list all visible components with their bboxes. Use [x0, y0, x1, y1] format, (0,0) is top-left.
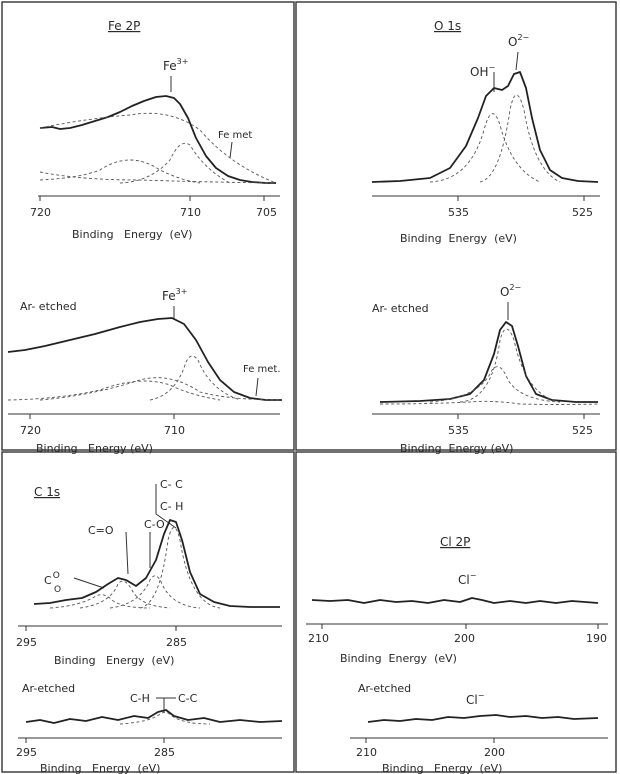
cl2p-ar-etched-label: Ar-etched	[358, 682, 411, 695]
cc-etched-label: C-C	[178, 692, 198, 705]
c1s-tick-label-285: 285	[166, 636, 187, 649]
cl2p-tick-label-200: 200	[454, 632, 475, 645]
o1s-title: O 1s	[434, 19, 461, 33]
o2-label: O2−	[508, 33, 529, 49]
fe2p-tick-label-705: 705	[256, 206, 277, 219]
fe2p-etched-fit-3	[39, 377, 283, 401]
o1s-tick-label-535: 535	[448, 206, 469, 219]
c1s-etched-spectrum	[25, 709, 283, 724]
cl-label: Cl−	[458, 571, 476, 587]
o1s-spectrum	[371, 71, 599, 183]
c1s-etched-tick-label-295: 295	[16, 746, 37, 759]
o1s-etched-fit-1	[459, 328, 561, 403]
c1s-fit-1	[139, 527, 221, 609]
ceo-label: C=O	[88, 524, 114, 537]
cl2p-title: Cl 2P	[440, 535, 470, 549]
o1s-etched-tick-label-535: 535	[448, 424, 469, 437]
c1s-etched-xlabel: Binding Energy (eV)	[40, 762, 160, 774]
fe2p-fit-2	[39, 159, 201, 184]
fe-met-etched-arrow	[255, 377, 259, 397]
cl2p-xlabel: Binding Energy (eV)	[340, 652, 457, 665]
c1s-ar-etched-label: Ar-etched	[22, 682, 75, 695]
cl2p-etched-spectrum	[367, 714, 599, 723]
cc-label: C- C	[160, 478, 183, 491]
cl2p-etched-xlabel: Binding Energy (eV)	[382, 762, 502, 774]
o1s-fit-2	[479, 94, 561, 183]
fe2p-title: Fe 2P	[108, 19, 140, 33]
c1s-fit-2	[109, 575, 201, 609]
o1s-tick-label-525: 525	[572, 206, 593, 219]
fe3-label: Fe3+	[163, 57, 188, 73]
o1s-panel-frame	[295, 1, 617, 451]
fe2p-ar-etched-label: Ar- etched	[20, 300, 77, 313]
ch-etched-label: C-H	[130, 692, 150, 705]
o1s-fit-1	[429, 113, 541, 183]
c1s-fit-3	[79, 580, 171, 609]
fe-met-arrow	[229, 141, 233, 159]
o1s-xlabel: Binding Energy (eV)	[400, 232, 517, 245]
cl2p-tick-label-190: 190	[586, 632, 607, 645]
o1s-etched-fit-2	[429, 366, 561, 403]
o2-etched-label: O2−	[500, 283, 521, 299]
cl2p-tick-label-210: 210	[308, 632, 329, 645]
c1s-spectrum	[33, 519, 280, 608]
c1s-etched-tick-label-285: 285	[154, 746, 175, 759]
ceo-arrow	[125, 531, 129, 575]
o1s-etched-tick-label-525: 525	[572, 424, 593, 437]
fe2p-etched-spectrum	[7, 317, 282, 401]
c1s-fit-4	[49, 594, 151, 609]
fe-met-etched-label: Fe met.	[243, 364, 281, 375]
c1s-title: C 1s	[34, 485, 60, 499]
cc-ch-arrow	[155, 513, 177, 529]
fe2p-xlabel: Binding Energy (eV)	[72, 228, 192, 241]
c1s-xlabel: Binding Energy (eV)	[54, 654, 174, 667]
fe-met-label: Fe met	[218, 130, 252, 141]
fe2p-spectrum	[39, 95, 276, 184]
o2-arrow	[515, 51, 519, 71]
o1s-ar-etched-label: Ar- etched	[372, 302, 429, 315]
fe2p-etched-tick-label-720: 720	[20, 424, 41, 437]
cl2p-etched-tick-label-200: 200	[484, 746, 505, 759]
c1s-etched-fit	[119, 711, 211, 725]
fe2p-etched-fit-2	[149, 355, 241, 401]
cl-etched-label: Cl−	[466, 691, 484, 707]
cl2p-panel-frame	[295, 451, 617, 773]
co-label: C-O	[144, 518, 165, 531]
ch-label: C- H	[160, 500, 183, 513]
o1s-etched-xlabel: Binding Energy (eV)	[400, 442, 513, 455]
coo-label: CO O	[44, 571, 61, 595]
fe2p-tick-label-710: 710	[180, 206, 201, 219]
o1s-etched-spectrum	[379, 321, 598, 403]
oh-label: OH−	[470, 63, 495, 79]
coo-arrow	[73, 577, 105, 589]
fe2p-etched-fit-1	[7, 380, 221, 401]
fe2p-fit-1	[39, 112, 277, 184]
fe2p-etched-tick-label-710: 710	[164, 424, 185, 437]
c1s-panel-frame	[1, 451, 295, 773]
fe2p-fit-3	[119, 142, 231, 184]
cl2p-spectrum	[311, 597, 599, 604]
fe2p-tick-label-720: 720	[30, 206, 51, 219]
fe2p-fit-4	[39, 171, 277, 184]
fe3-etched-label: Fe3+	[162, 287, 187, 303]
fe2p-panel-frame	[1, 1, 295, 451]
c1s-tick-label-295: 295	[16, 636, 37, 649]
cl2p-etched-tick-label-210: 210	[356, 746, 377, 759]
fe2p-etched-xlabel: Binding Energy (eV)	[36, 442, 153, 455]
